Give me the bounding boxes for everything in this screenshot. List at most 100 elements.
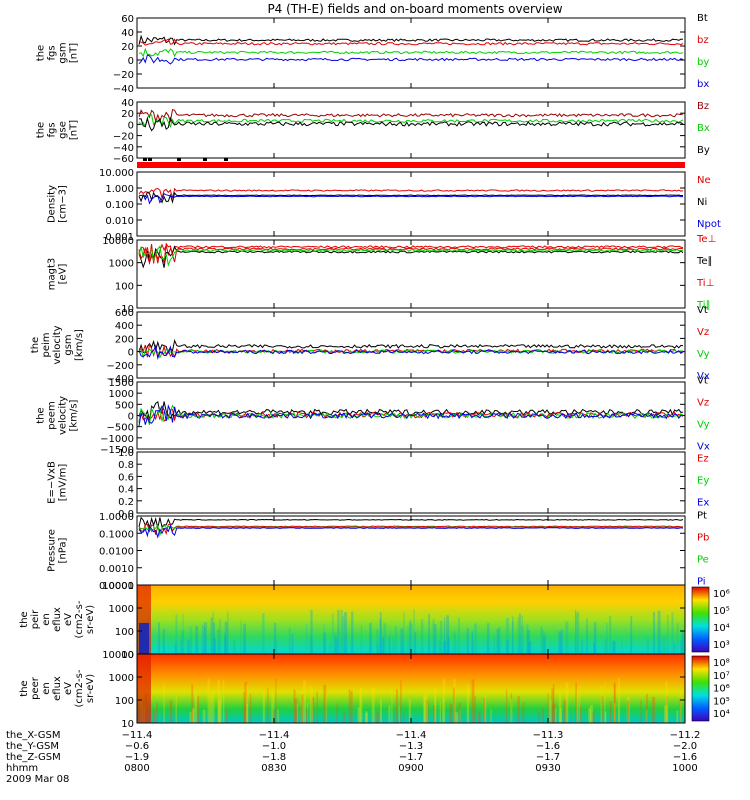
- mode-bar-marker: [177, 158, 181, 161]
- spectrogram-streak: [679, 697, 681, 723]
- spectrogram-streak: [403, 611, 405, 654]
- spectrogram-streak: [181, 635, 183, 654]
- spectrogram-streak: [540, 626, 543, 654]
- spectrogram-streak: [433, 624, 437, 654]
- spectrogram-streak: [510, 698, 513, 723]
- ylabel-line: eflux: [52, 607, 63, 632]
- ylabel-line: sr-eV): [85, 674, 96, 703]
- spectrogram-streak: [565, 621, 569, 654]
- legend-Bx: Bx: [697, 123, 710, 134]
- panel-peem_velocity: the peem velocity [km/s] 150010005000−500−10…: [36, 376, 710, 457]
- spectrogram-streak: [423, 693, 426, 723]
- y-tick-label: 0.2: [118, 497, 134, 508]
- spectrogram-streak: [522, 702, 525, 723]
- colorbar-tick-label: 10⁶: [713, 684, 730, 695]
- y-tick-label: 100: [115, 627, 134, 638]
- x-axis-value: −11.3: [533, 730, 564, 741]
- spectrogram-streak: [560, 629, 564, 654]
- spectrogram-streak: [505, 617, 509, 654]
- legend-Vt: Vt: [697, 305, 708, 316]
- panel-peer_spectrogram: the peer en eflux eV (cm2-s-sr-eV)10⁸10⁷10⁶10…: [19, 650, 730, 730]
- spectrogram-streak: [665, 681, 668, 723]
- legend-Vy: Vy: [697, 349, 710, 360]
- spectrogram-streak: [325, 694, 327, 723]
- y-tick-label: 400: [115, 321, 134, 332]
- spectrogram-early-region: [137, 654, 151, 723]
- ylabel-line: [nT]: [69, 43, 80, 63]
- spectrogram-streak: [332, 613, 334, 654]
- spectrogram-image: [137, 654, 685, 723]
- spectrogram-streak: [301, 694, 304, 723]
- spectrogram-streak: [211, 691, 215, 723]
- series-Ni-line: [138, 191, 684, 204]
- ylabel-line: the: [36, 407, 47, 423]
- spectrogram-streak: [680, 640, 683, 654]
- spectrogram-streak: [552, 684, 555, 723]
- ylabel-line: [mV/m]: [58, 464, 69, 502]
- mode-bar-marker: [143, 158, 147, 161]
- spectrogram-streak: [277, 709, 279, 723]
- y-tick-label: −20: [113, 132, 134, 143]
- spectrogram-streak: [379, 619, 382, 654]
- spectrogram-streak: [224, 633, 227, 654]
- spectrogram-streak: [348, 689, 351, 723]
- y-tick-label: −60: [113, 154, 134, 165]
- spectrogram-streak: [243, 623, 246, 654]
- spectrogram-streak: [612, 640, 615, 654]
- spectrogram-low-band: [139, 622, 149, 654]
- ylabel-line: Pressure: [47, 529, 58, 572]
- y-tick-label: −1500: [100, 445, 134, 456]
- ylabel-line: [km/s]: [74, 329, 85, 361]
- spectrogram-streak: [471, 679, 475, 723]
- ylabel-line: the: [19, 680, 30, 696]
- x-axis-value: −1.7: [536, 752, 560, 763]
- x-axis-row-label: the_X-GSM: [6, 730, 60, 741]
- y-tick-label: 40: [121, 28, 134, 39]
- spectrogram-streak: [408, 699, 411, 723]
- spectrogram-streak: [542, 707, 545, 723]
- x-axis-value: 0800: [124, 763, 149, 774]
- legend-Pe: Pe: [697, 555, 709, 566]
- spectrogram-streak: [414, 632, 417, 654]
- spectrogram-streak: [329, 642, 332, 654]
- spectrogram-streak: [276, 638, 278, 654]
- spectrogram-streak: [434, 686, 437, 723]
- spectrogram-streak: [351, 611, 354, 654]
- spectrogram-streak: [310, 609, 313, 654]
- spectrogram-streak: [601, 696, 603, 723]
- spectrogram-streak: [458, 702, 461, 723]
- x-axis-value: −1.9: [125, 752, 149, 763]
- colorbar: [691, 586, 710, 653]
- spectrogram-streak: [486, 623, 490, 654]
- panel-efield: E=−VxB [mV/m] 1.00.80.6 0.40.20.0 Ez Ey Ex: [47, 448, 710, 520]
- legend-Vx: Vx: [697, 371, 710, 382]
- spectrogram-streak: [420, 619, 424, 654]
- colorbar-tick-label: 10⁴: [713, 709, 730, 720]
- series-Bt-line: [138, 34, 684, 46]
- spectrogram-streak: [288, 627, 291, 654]
- spectrogram-streak: [218, 700, 221, 723]
- spectrogram-streak: [443, 640, 446, 654]
- spectrogram-streak: [413, 609, 415, 654]
- spectrogram-streak: [457, 617, 460, 654]
- series-by-line: [138, 47, 684, 58]
- spectrogram-streak: [442, 697, 444, 723]
- y-tick-label: −40: [113, 143, 134, 154]
- spectrogram-streak: [273, 622, 277, 654]
- spectrogram-streak: [152, 709, 156, 723]
- spectrogram-streak: [300, 691, 304, 723]
- colorbar-tick-label: 10⁷: [713, 671, 730, 682]
- spectrogram-streak: [565, 682, 569, 723]
- spectrogram-streak: [360, 625, 363, 654]
- spectrogram-streak: [626, 700, 629, 723]
- spectrogram-streak: [395, 689, 398, 723]
- spectrogram-streak: [434, 692, 436, 723]
- panel-temperature: magt3 [eV] 10000 1000 100 10 Te⊥ Te∥ Ti⊥ Ti∥: [47, 234, 717, 315]
- colorbar-tick-label: 10⁵: [713, 696, 730, 707]
- ylabel-line: the: [19, 611, 30, 627]
- series-Bx-line: [138, 114, 684, 129]
- x-axis-value: −2.0: [673, 741, 697, 752]
- spectrogram-streak: [626, 696, 630, 723]
- spectrogram-streak: [621, 640, 623, 654]
- ylabel-line: eV: [63, 613, 74, 626]
